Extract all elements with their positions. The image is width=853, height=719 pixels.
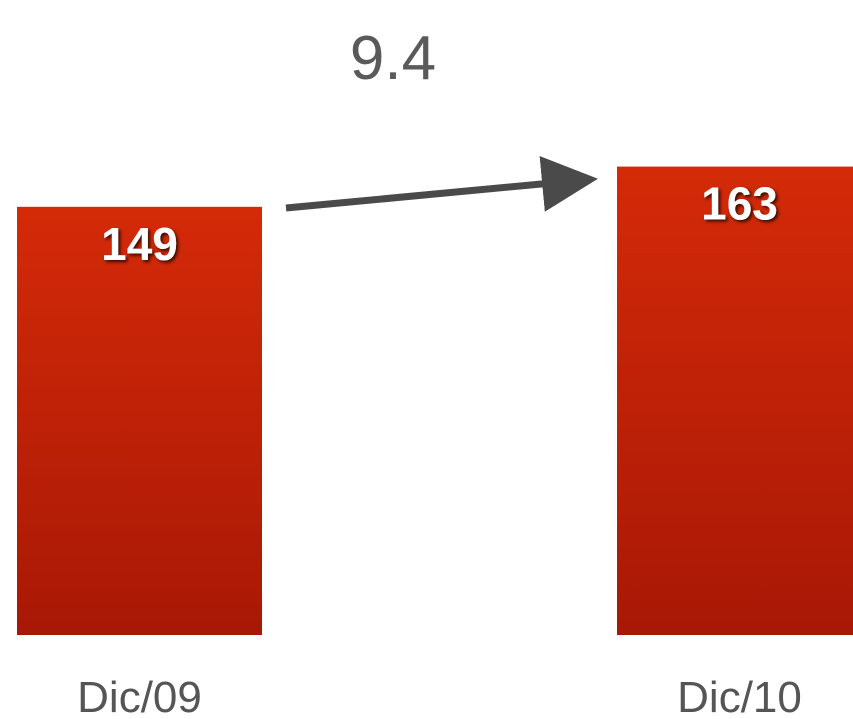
growth-annotation: 9.4 (350, 24, 436, 93)
trend-arrow-icon (285, 156, 598, 212)
bar-dic-09 (17, 206, 262, 635)
bar-dic-10 (617, 166, 853, 635)
data-label: 163 (701, 178, 778, 230)
category-label: Dic/09 (77, 673, 202, 719)
data-label: 149 (101, 218, 178, 270)
category-label: Dic/10 (677, 673, 802, 719)
